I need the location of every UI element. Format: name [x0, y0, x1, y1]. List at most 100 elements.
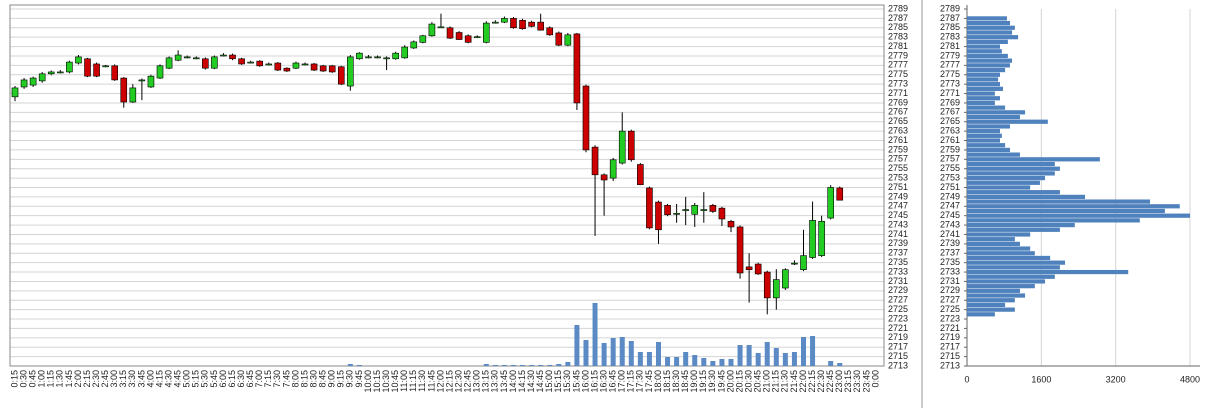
- x-tick-label: 13:15: [481, 370, 491, 393]
- x-tick-label: 21:15: [771, 370, 781, 393]
- x-tick-label: 15:00: [544, 370, 554, 393]
- x-tick-label: 10:45: [390, 370, 400, 393]
- volume-bar: [683, 352, 689, 366]
- profile-bar: [967, 175, 1046, 181]
- profile-bar: [967, 246, 1031, 251]
- candle-body: [165, 57, 173, 69]
- x-tick-label: 19:15: [698, 370, 708, 393]
- candle-body: [347, 56, 354, 87]
- candle-body: [609, 159, 617, 179]
- x-tick-label: 3200: [1106, 374, 1126, 384]
- profile-bar: [967, 16, 1007, 21]
- y-tick-label: 2723: [888, 313, 908, 323]
- volume-bar: [701, 358, 707, 366]
- candle-body: [11, 87, 19, 98]
- candle-body: [691, 205, 699, 215]
- candle-body: [211, 56, 218, 69]
- y-tick-label: 2725: [888, 304, 908, 314]
- profile-bar: [967, 227, 1060, 232]
- y-tick-label: 2755: [888, 163, 908, 173]
- y-tick-label: 2721: [888, 323, 908, 333]
- x-tick-label: 19:30: [707, 370, 717, 393]
- candle-body: [392, 52, 399, 60]
- y-tick-label: 2747: [888, 201, 908, 211]
- candle-body: [618, 130, 626, 164]
- y-tick-label: 2753: [940, 172, 960, 182]
- y-tick-label: 2763: [888, 126, 908, 136]
- candle-body: [818, 221, 825, 256]
- candle-body: [20, 79, 28, 88]
- x-tick-label: 18:00: [653, 370, 663, 393]
- profile-bar: [967, 312, 995, 317]
- candle-body: [700, 209, 708, 211]
- candle-body: [546, 27, 554, 36]
- candle-body: [247, 61, 254, 64]
- volume-bar: [592, 303, 598, 366]
- candle-body: [111, 65, 118, 81]
- x-tick-label: 6:15: [227, 370, 237, 388]
- x-tick-label: 6:30: [236, 370, 246, 388]
- profile-bar: [967, 114, 1020, 120]
- candle-body: [192, 57, 200, 60]
- y-tick-label: 2743: [940, 219, 960, 229]
- x-tick-label: 9:45: [354, 370, 364, 388]
- x-tick-label: 13:00: [472, 370, 482, 393]
- candle-body: [202, 58, 209, 69]
- profile-bar: [967, 30, 1013, 35]
- profile-bar: [967, 269, 1129, 275]
- x-tick-label: 0: [964, 374, 969, 384]
- candle-body: [93, 63, 100, 77]
- x-tick-label: 2:00: [73, 370, 83, 388]
- candle-body: [646, 187, 653, 229]
- profile-bar: [967, 180, 1040, 185]
- x-tick-label: 10:30: [381, 370, 391, 393]
- profile-bar: [967, 251, 1035, 256]
- candle-body: [374, 56, 381, 59]
- y-tick-label: 2713: [888, 360, 908, 370]
- candle-body: [419, 35, 427, 43]
- y-tick-label: 2769: [888, 97, 908, 107]
- y-tick-label: 2773: [888, 79, 908, 89]
- y-tick-label: 2761: [888, 135, 908, 145]
- y-tick-label: 2717: [940, 342, 960, 352]
- x-tick-label: 18:45: [680, 370, 690, 393]
- x-tick-label: 7:45: [281, 370, 291, 388]
- x-tick-label: 16:15: [589, 370, 599, 393]
- x-tick-label: 8:15: [299, 370, 309, 388]
- x-tick-label: 16:45: [608, 370, 618, 393]
- x-tick-label: 12:45: [463, 370, 473, 393]
- y-tick-label: 2731: [888, 276, 908, 286]
- x-tick-label: 16:00: [580, 370, 590, 393]
- profile-bar: [967, 204, 1180, 209]
- x-tick-label: 4:00: [145, 370, 155, 388]
- y-tick-label: 2781: [888, 41, 908, 51]
- y-tick-label: 2757: [888, 154, 908, 164]
- candle-body: [229, 54, 236, 60]
- candle-body: [464, 35, 472, 43]
- volume-bar: [637, 352, 643, 366]
- candle-body: [120, 77, 128, 103]
- candle-body: [38, 73, 46, 82]
- candle-body: [763, 271, 771, 299]
- x-tick-label: 2:15: [82, 370, 92, 388]
- candle-body: [745, 266, 753, 271]
- candle-body: [682, 209, 689, 211]
- candle-body: [383, 57, 390, 60]
- y-tick-label: 2745: [888, 210, 908, 220]
- candle-body: [727, 221, 735, 228]
- x-tick-label: 18:30: [671, 370, 681, 393]
- profile-bar: [967, 255, 1051, 261]
- candle-body: [84, 58, 91, 77]
- y-tick-label: 2717: [888, 342, 908, 352]
- x-tick-label: 22:00: [798, 370, 808, 393]
- x-tick-label: 4800: [1180, 374, 1200, 384]
- candle-body: [256, 60, 264, 67]
- candle-body: [410, 41, 418, 49]
- candle-body: [809, 220, 816, 258]
- profile-bar: [967, 35, 1019, 40]
- candle-body: [773, 279, 780, 299]
- profile-bar: [967, 124, 1010, 129]
- profile-bar: [967, 138, 1000, 143]
- x-tick-label: 9:15: [336, 370, 346, 388]
- candle-body: [401, 46, 409, 59]
